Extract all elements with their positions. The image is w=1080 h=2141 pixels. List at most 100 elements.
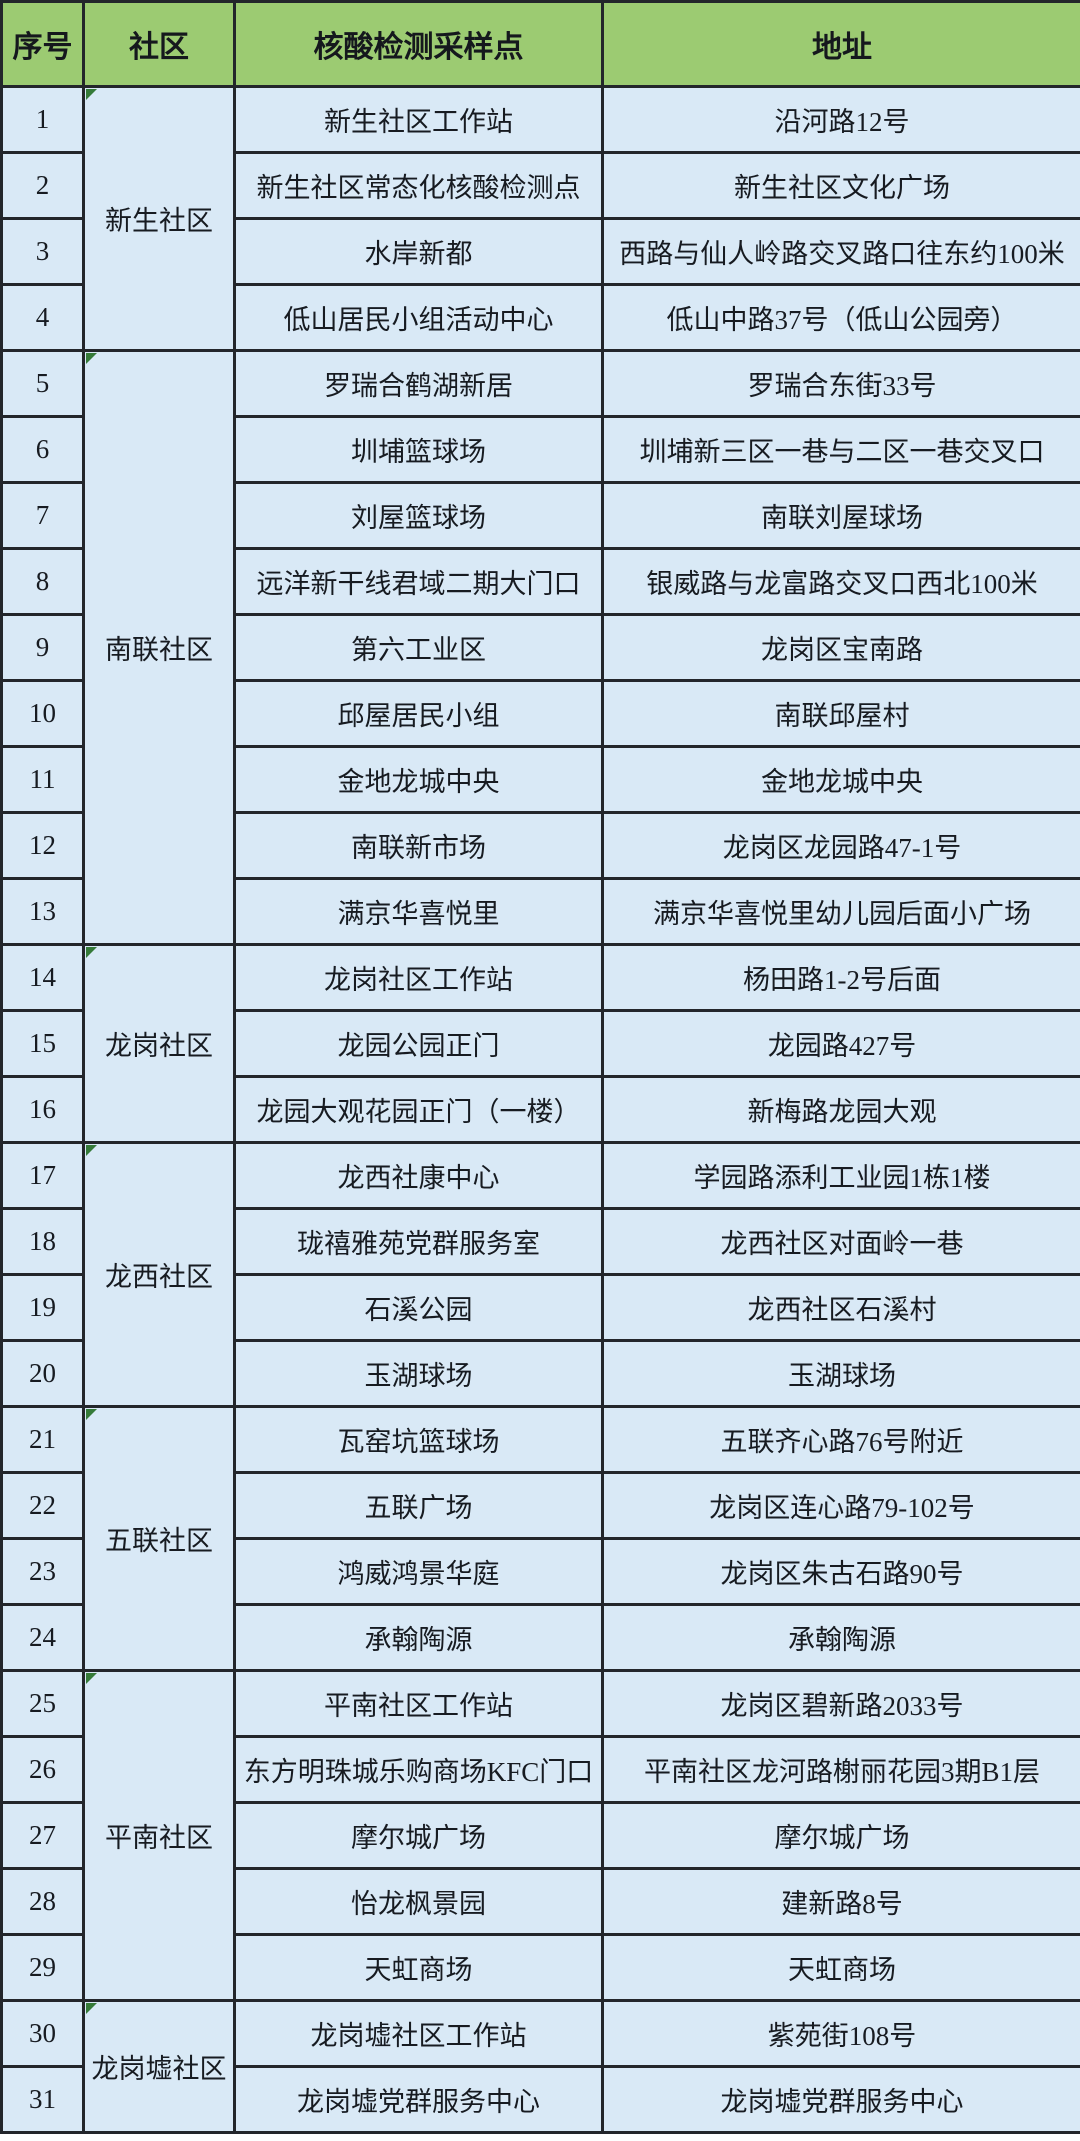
site-cell: 金地龙城中央 bbox=[233, 745, 604, 814]
address-cell: 龙岗区碧新路2033号 bbox=[601, 1669, 1080, 1738]
site-cell: 珑禧雅苑党群服务室 bbox=[233, 1207, 604, 1276]
table-row: 8 远洋新干线君域二期大门口 银威路与龙富路交叉口西北100米 bbox=[0, 547, 1080, 616]
table-row: 28 怡龙枫景园 建新路8号 bbox=[0, 1867, 1080, 1936]
site-cell: 龙园大观花园正门（一楼） bbox=[233, 1075, 604, 1144]
address-cell: 南联刘屋球场 bbox=[601, 481, 1080, 550]
address-cell: 建新路8号 bbox=[601, 1867, 1080, 1936]
excel-corner-mark bbox=[86, 947, 97, 958]
site-cell: 东方明珠城乐购商场KFC门口 bbox=[233, 1735, 604, 1804]
row-number-cell: 31 bbox=[0, 2065, 85, 2134]
address-cell: 天虹商场 bbox=[601, 1933, 1080, 2002]
address-cell: 杨田路1-2号后面 bbox=[601, 943, 1080, 1012]
site-cell: 刘屋篮球场 bbox=[233, 481, 604, 550]
table-row: 31 龙岗墟党群服务中心 龙岗墟党群服务中心 bbox=[0, 2065, 1080, 2134]
table-row: 29 天虹商场 天虹商场 bbox=[0, 1933, 1080, 2002]
site-cell: 新生社区工作站 bbox=[233, 85, 604, 154]
table-row: 7 刘屋篮球场 南联刘屋球场 bbox=[0, 481, 1080, 550]
table-row: 10 邱屋居民小组 南联邱屋村 bbox=[0, 679, 1080, 748]
site-cell: 低山居民小组活动中心 bbox=[233, 283, 604, 352]
table-row: 15 龙园公园正门 龙园路427号 bbox=[0, 1009, 1080, 1078]
address-cell: 圳埔新三区一巷与二区一巷交叉口 bbox=[601, 415, 1080, 484]
address-cell: 五联齐心路76号附近 bbox=[601, 1405, 1080, 1474]
site-cell: 瓦窑坑篮球场 bbox=[233, 1405, 604, 1474]
address-cell: 龙岗区宝南路 bbox=[601, 613, 1080, 682]
address-cell: 新梅路龙园大观 bbox=[601, 1075, 1080, 1144]
community-cell: 平南社区 bbox=[82, 1669, 236, 2002]
table-row: 11 金地龙城中央 金地龙城中央 bbox=[0, 745, 1080, 814]
header-col-no: 序号 bbox=[0, 0, 85, 88]
table-row: 13 满京华喜悦里 满京华喜悦里幼儿园后面小广场 bbox=[0, 877, 1080, 946]
address-cell: 龙岗区朱古石路90号 bbox=[601, 1537, 1080, 1606]
table-row: 4 低山居民小组活动中心 低山中路37号（低山公园旁） bbox=[0, 283, 1080, 352]
excel-corner-mark bbox=[86, 353, 97, 364]
table-row: 3 水岸新都 西路与仙人岭路交叉路口往东约100米 bbox=[0, 217, 1080, 286]
address-cell: 平南社区龙河路榭丽花园3期B1层 bbox=[601, 1735, 1080, 1804]
site-cell: 龙岗墟社区工作站 bbox=[233, 1999, 604, 2068]
row-number-cell: 5 bbox=[0, 349, 85, 418]
table-row: 6 圳埔篮球场 圳埔新三区一巷与二区一巷交叉口 bbox=[0, 415, 1080, 484]
row-number-cell: 26 bbox=[0, 1735, 85, 1804]
site-cell: 第六工业区 bbox=[233, 613, 604, 682]
row-number-cell: 2 bbox=[0, 151, 85, 220]
address-cell: 南联邱屋村 bbox=[601, 679, 1080, 748]
site-cell: 龙岗社区工作站 bbox=[233, 943, 604, 1012]
row-number-cell: 29 bbox=[0, 1933, 85, 2002]
excel-corner-mark bbox=[86, 1409, 97, 1420]
excel-corner-mark bbox=[86, 1673, 97, 1684]
site-cell: 鸿威鸿景华庭 bbox=[233, 1537, 604, 1606]
address-cell: 西路与仙人岭路交叉路口往东约100米 bbox=[601, 217, 1080, 286]
row-number-cell: 9 bbox=[0, 613, 85, 682]
community-cell: 五联社区 bbox=[82, 1405, 236, 1672]
site-cell: 玉湖球场 bbox=[233, 1339, 604, 1408]
address-cell: 龙西社区石溪村 bbox=[601, 1273, 1080, 1342]
row-number-cell: 24 bbox=[0, 1603, 85, 1672]
row-number-cell: 27 bbox=[0, 1801, 85, 1870]
address-cell: 学园路添利工业园1栋1楼 bbox=[601, 1141, 1080, 1210]
row-number-cell: 11 bbox=[0, 745, 85, 814]
site-cell: 满京华喜悦里 bbox=[233, 877, 604, 946]
row-number-cell: 7 bbox=[0, 481, 85, 550]
header-row: 序号 社区 核酸检测采样点 地址 bbox=[0, 0, 1080, 88]
excel-corner-mark bbox=[86, 1145, 97, 1156]
site-cell: 南联新市场 bbox=[233, 811, 604, 880]
table-row: 12 南联新市场 龙岗区龙园路47-1号 bbox=[0, 811, 1080, 880]
excel-corner-mark bbox=[86, 89, 97, 100]
row-number-cell: 30 bbox=[0, 1999, 85, 2068]
site-cell: 水岸新都 bbox=[233, 217, 604, 286]
address-cell: 龙园路427号 bbox=[601, 1009, 1080, 1078]
table-row: 30 龙岗墟社区 龙岗墟社区工作站 紫苑街108号 bbox=[0, 1999, 1080, 2134]
table-row: 14 龙岗社区 龙岗社区工作站 杨田路1-2号后面 bbox=[0, 943, 1080, 1144]
address-cell: 银威路与龙富路交叉口西北100米 bbox=[601, 547, 1080, 616]
address-cell: 沿河路12号 bbox=[601, 85, 1080, 154]
row-number-cell: 19 bbox=[0, 1273, 85, 1342]
table-row: 18 珑禧雅苑党群服务室 龙西社区对面岭一巷 bbox=[0, 1207, 1080, 1276]
address-cell: 龙岗墟党群服务中心 bbox=[601, 2065, 1080, 2134]
address-cell: 龙岗区连心路79-102号 bbox=[601, 1471, 1080, 1540]
row-number-cell: 22 bbox=[0, 1471, 85, 1540]
table-row: 22 五联广场 龙岗区连心路79-102号 bbox=[0, 1471, 1080, 1540]
table-row: 20 玉湖球场 玉湖球场 bbox=[0, 1339, 1080, 1408]
table-row: 27 摩尔城广场 摩尔城广场 bbox=[0, 1801, 1080, 1870]
table-row: 1 新生社区 新生社区工作站 沿河路12号 bbox=[0, 85, 1080, 352]
excel-corner-mark bbox=[86, 2003, 97, 2014]
address-cell: 玉湖球场 bbox=[601, 1339, 1080, 1408]
row-number-cell: 6 bbox=[0, 415, 85, 484]
row-number-cell: 18 bbox=[0, 1207, 85, 1276]
table-row: 19 石溪公园 龙西社区石溪村 bbox=[0, 1273, 1080, 1342]
site-cell: 远洋新干线君域二期大门口 bbox=[233, 547, 604, 616]
site-cell: 罗瑞合鹤湖新居 bbox=[233, 349, 604, 418]
header-col-address: 地址 bbox=[601, 0, 1080, 88]
table-row: 16 龙园大观花园正门（一楼） 新梅路龙园大观 bbox=[0, 1075, 1080, 1144]
address-cell: 摩尔城广场 bbox=[601, 1801, 1080, 1870]
site-cell: 天虹商场 bbox=[233, 1933, 604, 2002]
address-cell: 紫苑街108号 bbox=[601, 1999, 1080, 2068]
row-number-cell: 3 bbox=[0, 217, 85, 286]
site-cell: 龙园公园正门 bbox=[233, 1009, 604, 1078]
row-number-cell: 25 bbox=[0, 1669, 85, 1738]
site-cell: 承翰陶源 bbox=[233, 1603, 604, 1672]
row-number-cell: 16 bbox=[0, 1075, 85, 1144]
row-number-cell: 17 bbox=[0, 1141, 85, 1210]
address-cell: 满京华喜悦里幼儿园后面小广场 bbox=[601, 877, 1080, 946]
